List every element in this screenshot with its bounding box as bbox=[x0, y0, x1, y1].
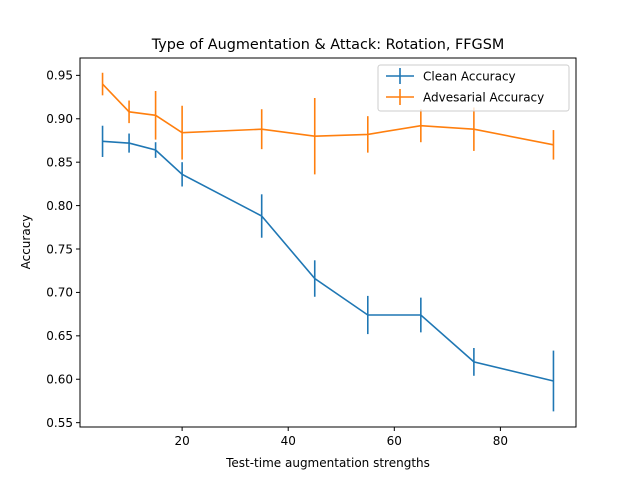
y-axis-label: Accuracy bbox=[19, 215, 33, 270]
y-tick-label: 0.65 bbox=[46, 329, 73, 343]
axes-frame bbox=[79, 57, 577, 428]
plot-area bbox=[101, 72, 555, 412]
series-line-0 bbox=[102, 140, 554, 382]
legend: Clean Accuracy Advesarial Accuracy bbox=[377, 64, 570, 112]
y-tick-label: 0.55 bbox=[46, 416, 73, 430]
y-tick-label: 0.95 bbox=[46, 69, 73, 83]
x-tick-label: 60 bbox=[387, 434, 402, 448]
legend-label: Advesarial Accuracy bbox=[423, 90, 544, 104]
y-tick-label: 0.90 bbox=[46, 112, 73, 126]
legend-label: Clean Accuracy bbox=[423, 69, 516, 83]
y-tick-label: 0.75 bbox=[46, 242, 73, 256]
x-tick-label: 20 bbox=[174, 434, 189, 448]
y-tick-label: 0.80 bbox=[46, 199, 73, 213]
ticks: 20 40 60 80 0.55 0.60 0.65 0.70 0.75 0.80 0.85 0.90… bbox=[46, 69, 508, 448]
y-tick-label: 0.60 bbox=[46, 373, 73, 387]
series-line-1 bbox=[101, 83, 554, 146]
chart-title: Type of Augmentation & Attack: Rotation,… bbox=[151, 37, 505, 53]
x-tick-label: 40 bbox=[281, 434, 296, 448]
y-tick-label: 0.70 bbox=[46, 286, 73, 300]
y-tick-label: 0.85 bbox=[46, 155, 73, 169]
x-tick-label: 80 bbox=[493, 434, 508, 448]
legend-box bbox=[377, 64, 570, 112]
x-axis-label: Test-time augmentation strengths bbox=[225, 456, 430, 470]
